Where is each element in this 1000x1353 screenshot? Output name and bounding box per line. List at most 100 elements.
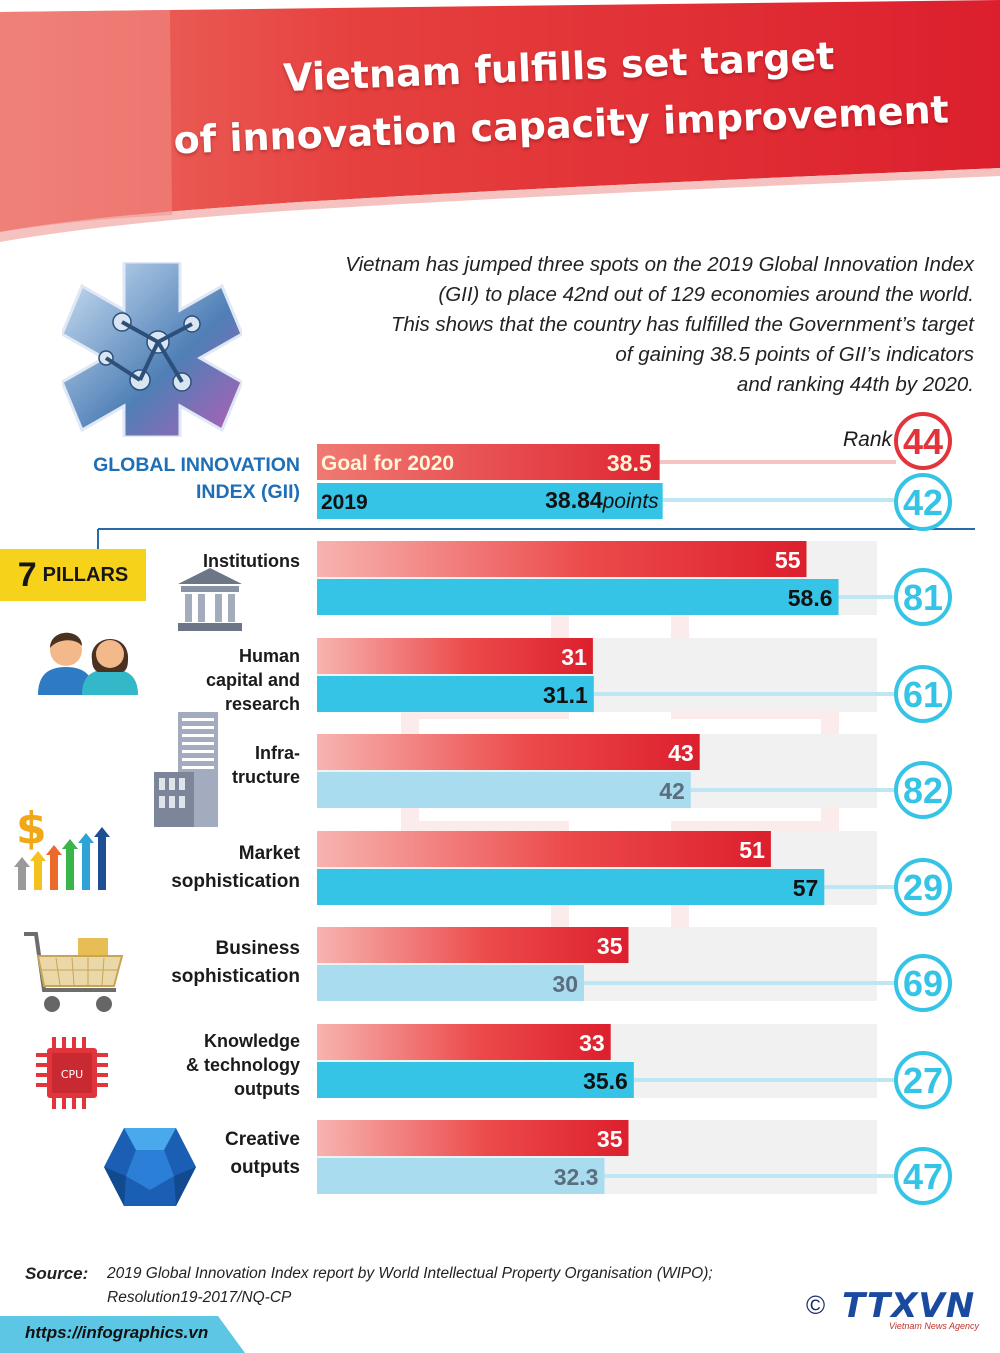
people-icon: [38, 632, 138, 695]
pillar-goal-bar: [317, 927, 629, 963]
pillar-rank-ring: [894, 954, 952, 1012]
pillar-rank-ring: [894, 761, 952, 819]
pillar-label-knowledge: Knowledge & technology outputs: [185, 1031, 300, 1099]
seven-pillars-tag: 7 PILLARS: [0, 549, 146, 601]
pillar-actual-value: 35.6: [583, 1068, 628, 1094]
footer-bar: [0, 1316, 245, 1353]
website-link[interactable]: https://infographics.vn: [25, 1323, 209, 1342]
gii-goal-bar: [317, 444, 660, 480]
gii-actual-bar: [317, 483, 663, 519]
pillar-actual-value: 30: [552, 971, 578, 997]
pillar-actual-bar: [317, 965, 584, 1001]
pillar-actual-bar: [317, 676, 594, 712]
pillar-goal-bar: [317, 734, 700, 770]
gii-goal-connector: [659, 460, 896, 464]
pillar-goal-bar: [317, 1120, 629, 1156]
pillar-actual-bar: [317, 869, 825, 905]
pillar-rank: 29: [903, 867, 943, 908]
ttxvn-logo: TTXVN: [842, 1286, 976, 1326]
svg-text:$: $: [16, 803, 47, 854]
pillar-goal-bar: [317, 831, 771, 867]
pillar-rank: 81: [903, 577, 943, 618]
pillar-rank: 47: [903, 1156, 943, 1197]
pillar-rank: 82: [903, 770, 943, 811]
intro-text: Vietnam has jumped three spots on the 20…: [274, 250, 974, 400]
intro-line: and ranking 44th by 2020.: [736, 373, 974, 396]
gii-label-line-1: GLOBAL INNOVATION: [93, 454, 300, 476]
gii-actual-rank-ring: [894, 473, 952, 531]
pillar-rank-ring: [894, 568, 952, 626]
pillar-goal-value: 43: [668, 740, 694, 766]
rank-label: Rank: [842, 428, 892, 451]
pillar-goal-bar: [317, 638, 593, 674]
cpu-chip-icon: CPU: [36, 1037, 108, 1109]
pillar-actual-bar: [317, 1062, 634, 1098]
pillar-rank-connector: [604, 1174, 896, 1178]
intro-line: This shows that the country has fulfille…: [390, 313, 974, 336]
pillar-rank-connector: [824, 885, 896, 889]
pillar-actual-bar: [317, 1158, 605, 1194]
dollar-growth-arrows-icon: $: [14, 803, 110, 890]
pillar-label-creative: Creative outputs: [225, 1129, 300, 1178]
pillar-rank-ring: [894, 665, 952, 723]
pillar-rank-ring: [894, 858, 952, 916]
pillar-goal-value: 51: [739, 837, 765, 863]
shopping-cart-icon: [24, 932, 124, 1012]
source-line-1: 2019 Global Innovation Index report by W…: [107, 1265, 713, 1282]
gii-actual-unit: points: [602, 490, 660, 513]
pillar-goal-bar: [317, 541, 807, 577]
title-banner: [0, 0, 1000, 242]
pillar-actual-value: 57: [793, 875, 819, 901]
gii-goal-value: 38.5: [607, 450, 652, 476]
pillar-label-market: Market sophistication: [171, 843, 300, 892]
pillar-rank-connector: [633, 1078, 896, 1082]
gii-label: GLOBAL INNOVATION INDEX (GII): [60, 452, 300, 506]
pillar-rank-connector: [584, 981, 896, 985]
pillar-rank-connector: [593, 692, 896, 696]
pillar-goal-value: 55: [775, 547, 801, 573]
pillar-rank-ring: [894, 1147, 952, 1205]
gii-actual-rank: 42: [903, 482, 943, 523]
pillar-rank: 27: [903, 1060, 943, 1101]
office-building-icon: [154, 712, 218, 827]
copyright-icon: ©: [806, 1290, 826, 1320]
intro-line: (GII) to place 42nd out of 129 economies…: [438, 283, 974, 306]
pillar-actual-bar: [317, 579, 839, 615]
svg-text:CPU: CPU: [61, 1068, 83, 1081]
pillar-actual-value: 31.1: [543, 682, 588, 708]
pillar-actual-value: 42: [659, 778, 685, 804]
pillar-goal-bar: [317, 1024, 611, 1060]
pillar-label-infrastructure: Infra- tructure: [231, 743, 300, 787]
pillars-text: PILLARS: [42, 563, 129, 586]
pillar-label-institutions: Institutions: [203, 551, 300, 571]
gii-goal-label: Goal for 2020: [321, 452, 454, 475]
pillar-goal-value: 33: [579, 1030, 605, 1056]
gem-polyhedron-icon: [104, 1128, 196, 1206]
pillar-goal-value: 35: [597, 1126, 623, 1152]
pillar-label-business: Business sophistication: [171, 938, 300, 987]
institution-building-icon: [178, 568, 242, 631]
pillar-rank-ring: [894, 1051, 952, 1109]
pillar-actual-bar: [317, 772, 691, 808]
intro-line: Vietnam has jumped three spots on the 20…: [345, 253, 974, 276]
pillar-rank-connector: [690, 788, 896, 792]
pillar-rank: 61: [903, 674, 943, 715]
intro-line: of gaining 38.5 points of GII’s indicato…: [615, 343, 974, 366]
pillar-goal-value: 35: [597, 933, 623, 959]
pillars-bar-chart: Goal for 2020 38.5 44 2019 38.84 points 42 55 58…: [97, 412, 975, 1205]
pillar-actual-value: 32.3: [554, 1164, 599, 1190]
pillar-actual-value: 58.6: [788, 585, 833, 611]
gii-actual-connector: [662, 498, 896, 502]
pillar-rank: 69: [903, 963, 943, 1004]
gii-label-line-2: INDEX (GII): [195, 481, 300, 503]
source-label: Source:: [25, 1264, 89, 1283]
gii-actual-value: 38.84: [545, 487, 603, 513]
source-line-2: Resolution19-2017/NQ-CP: [107, 1289, 292, 1306]
gii-goal-rank: 44: [903, 421, 943, 462]
pillar-rank-connector: [838, 595, 896, 599]
molecule-illustration-icon: [62, 262, 242, 437]
pillar-label-human-capital: Human capital and research: [205, 646, 300, 714]
pillar-goal-value: 31: [561, 644, 587, 670]
ttxvn-logo-subtitle: Vietnam News Agency: [889, 1321, 980, 1331]
gii-actual-label: 2019: [321, 491, 368, 514]
